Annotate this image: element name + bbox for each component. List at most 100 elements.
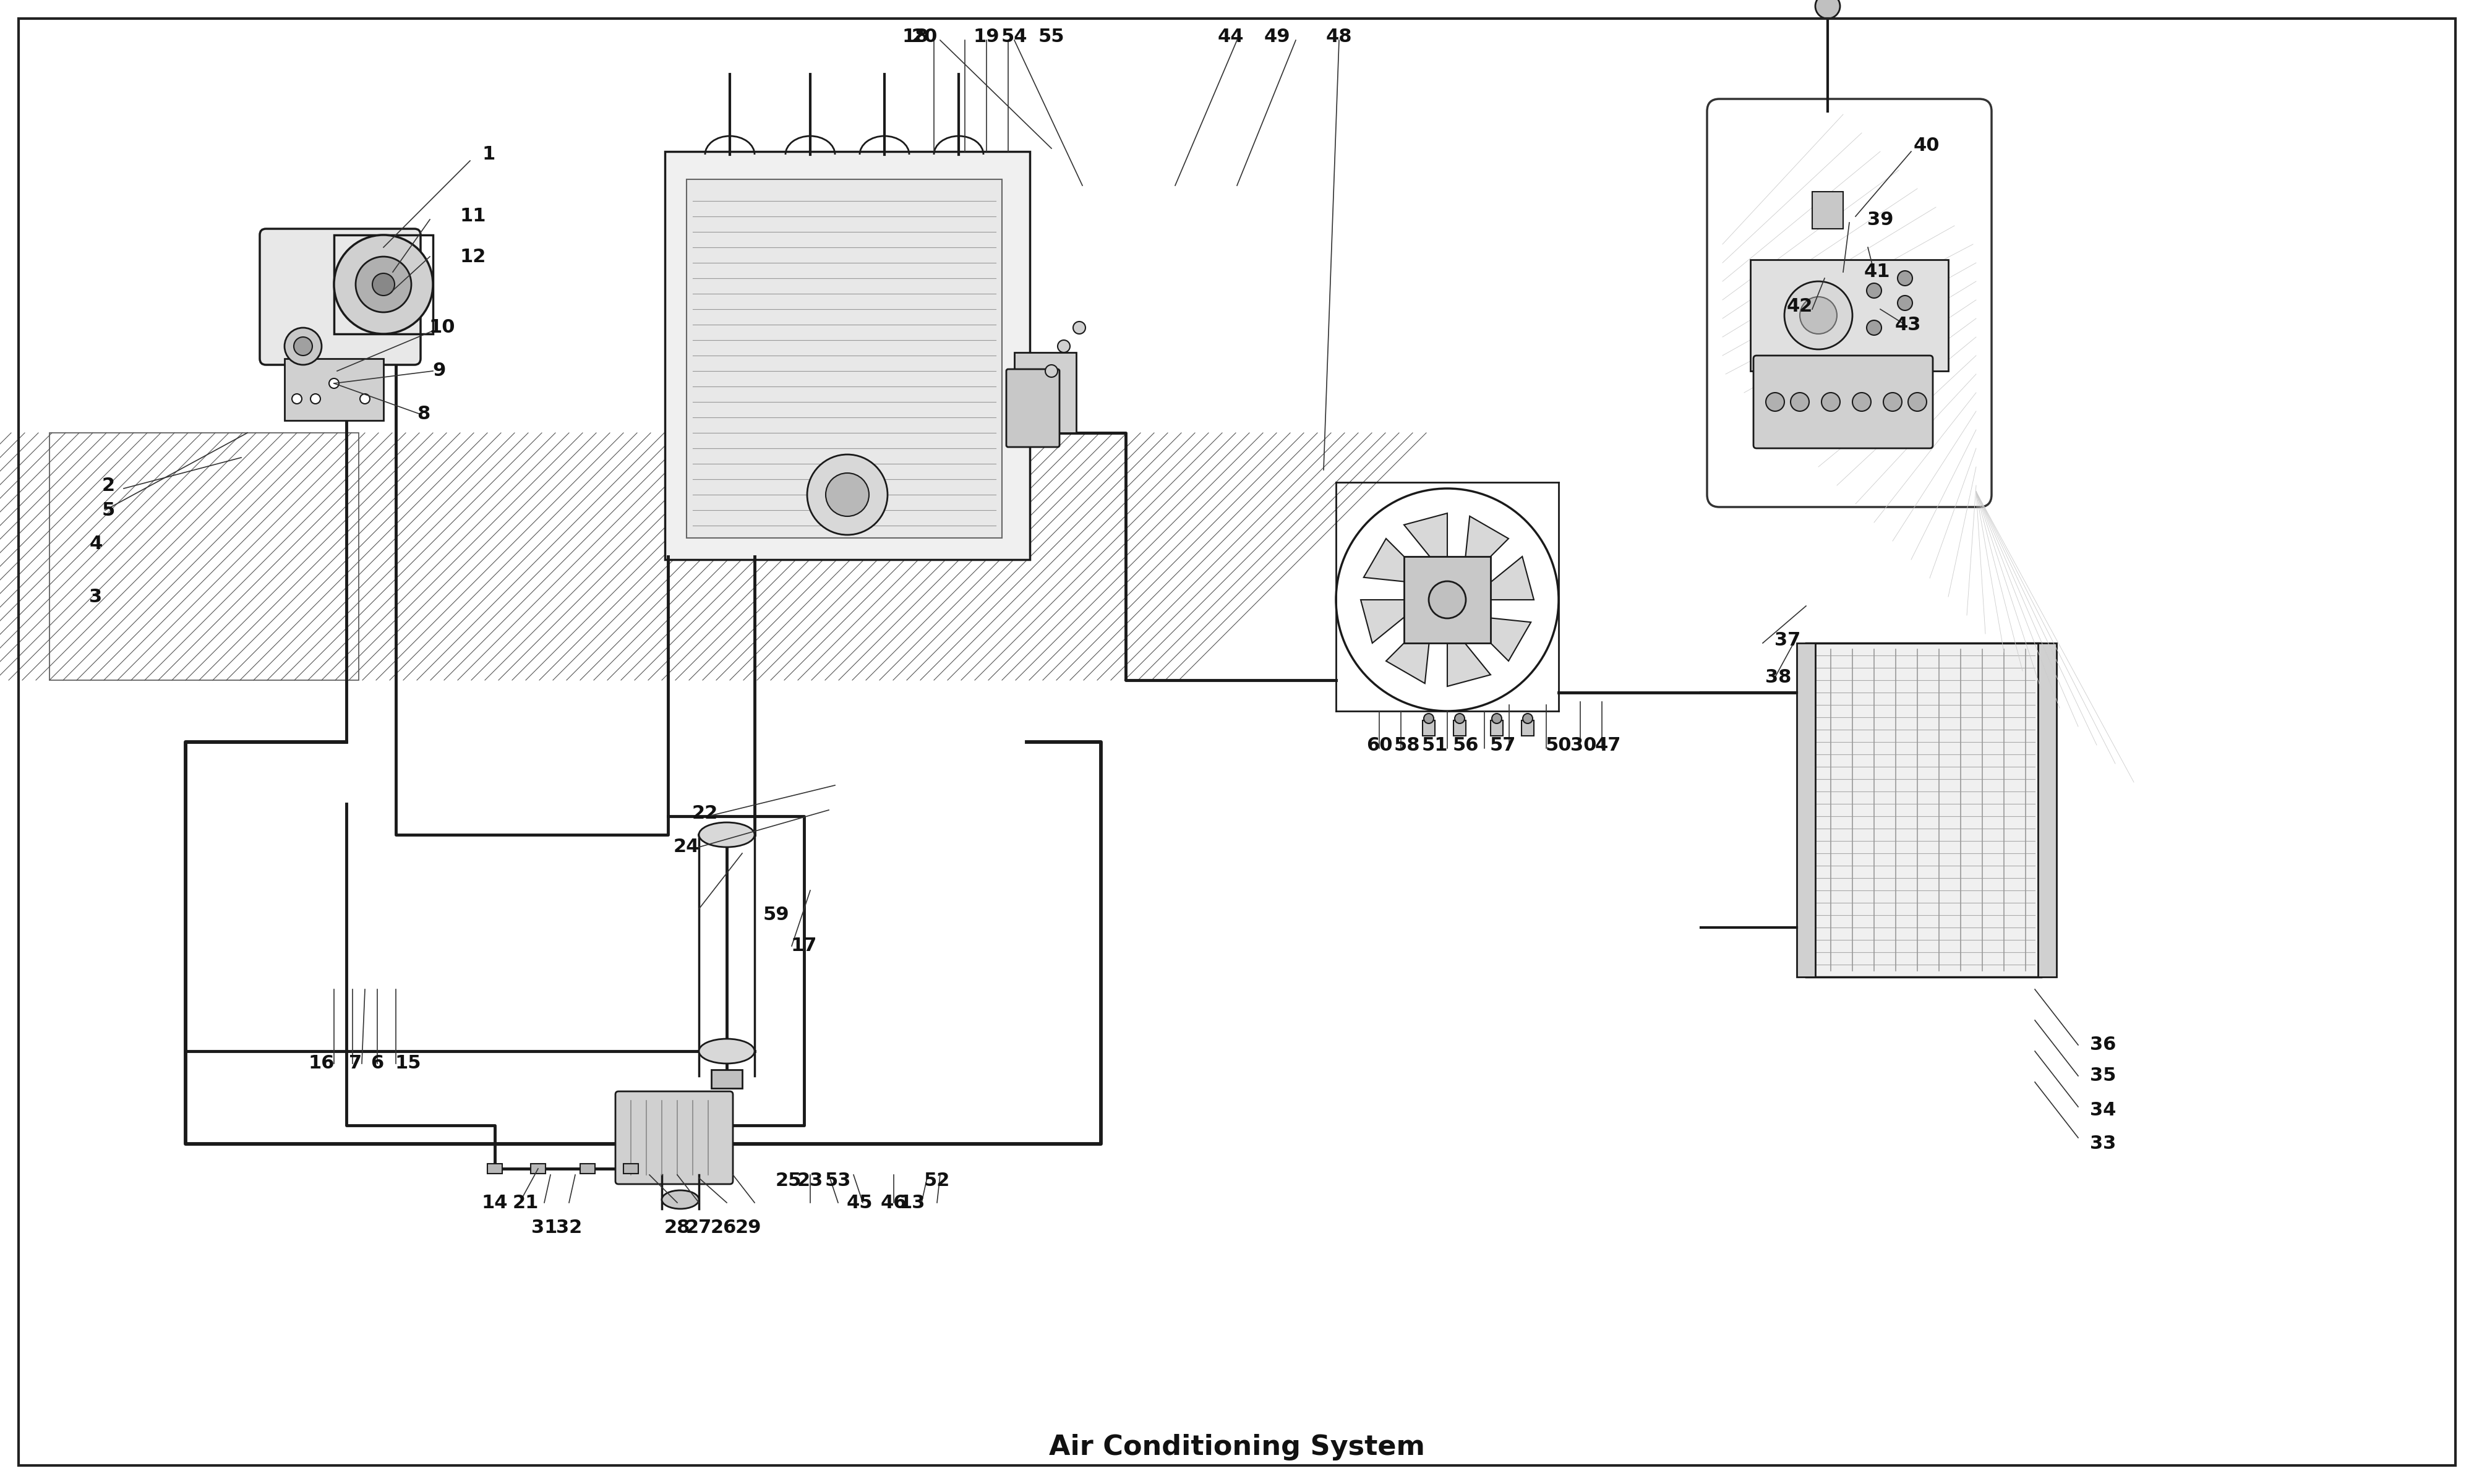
Bar	[1796, 643, 1816, 976]
Bar	[1522, 720, 1534, 736]
Text: 22: 22	[693, 804, 717, 822]
Bar	[713, 1070, 742, 1088]
Text: 55: 55	[1039, 28, 1064, 46]
Polygon shape	[1363, 539, 1432, 585]
Bar	[688, 180, 1002, 537]
Circle shape	[1898, 295, 1912, 310]
Circle shape	[1766, 393, 1784, 411]
Polygon shape	[1462, 614, 1531, 660]
FancyBboxPatch shape	[260, 229, 421, 365]
Polygon shape	[1405, 513, 1447, 579]
Text: 25: 25	[774, 1172, 802, 1190]
Circle shape	[1784, 282, 1853, 349]
FancyBboxPatch shape	[666, 151, 1029, 559]
Bar	[1405, 556, 1489, 643]
Text: 54: 54	[1002, 28, 1027, 46]
Text: 15: 15	[396, 1055, 421, 1073]
Text: 37: 37	[1774, 631, 1801, 649]
Ellipse shape	[700, 822, 755, 847]
Bar	[1752, 260, 1950, 371]
Text: 11: 11	[460, 208, 487, 226]
Text: 14: 14	[482, 1193, 507, 1211]
Bar	[623, 1163, 638, 1174]
Circle shape	[294, 337, 312, 356]
Text: 30: 30	[1571, 736, 1596, 754]
Circle shape	[1425, 714, 1435, 723]
Text: 57: 57	[1489, 736, 1517, 754]
FancyBboxPatch shape	[616, 1091, 732, 1184]
Circle shape	[1791, 393, 1808, 411]
Text: 34: 34	[2091, 1101, 2115, 1119]
Circle shape	[1492, 714, 1502, 723]
Text: 6: 6	[371, 1055, 383, 1073]
Circle shape	[1524, 714, 1534, 723]
Circle shape	[356, 257, 411, 312]
Text: 26: 26	[710, 1218, 737, 1236]
Text: 58: 58	[1393, 736, 1420, 754]
Circle shape	[312, 393, 322, 404]
Text: 50: 50	[1546, 736, 1571, 754]
Circle shape	[334, 234, 433, 334]
Ellipse shape	[700, 1039, 755, 1064]
Circle shape	[1868, 283, 1883, 298]
Text: 19: 19	[972, 28, 999, 46]
Text: 46: 46	[881, 1193, 908, 1211]
Text: 36: 36	[2091, 1036, 2115, 1054]
Ellipse shape	[663, 1190, 700, 1209]
Text: 51: 51	[1423, 736, 1447, 754]
Text: 29: 29	[735, 1218, 762, 1236]
Bar	[49, 433, 359, 680]
Circle shape	[285, 328, 322, 365]
Text: 60: 60	[1366, 736, 1393, 754]
Bar	[285, 359, 383, 420]
Circle shape	[1455, 714, 1465, 723]
Circle shape	[1074, 322, 1086, 334]
Text: 39: 39	[1868, 211, 1893, 229]
Circle shape	[1883, 393, 1903, 411]
Bar	[529, 1163, 544, 1174]
Text: 47: 47	[1596, 736, 1620, 754]
FancyBboxPatch shape	[1007, 370, 1059, 447]
Text: 31: 31	[532, 1218, 557, 1236]
Bar	[1489, 720, 1504, 736]
Text: 21: 21	[512, 1193, 539, 1211]
Circle shape	[1044, 365, 1059, 377]
Bar	[2039, 643, 2056, 976]
Circle shape	[371, 273, 396, 295]
Text: 52: 52	[923, 1172, 950, 1190]
Text: 40: 40	[1912, 137, 1940, 154]
Circle shape	[1868, 321, 1883, 335]
Bar	[1455, 720, 1465, 736]
Text: 18: 18	[903, 28, 928, 46]
Circle shape	[329, 378, 339, 389]
Circle shape	[361, 393, 371, 404]
Polygon shape	[1385, 614, 1432, 684]
Text: 33: 33	[2091, 1135, 2115, 1153]
Circle shape	[1816, 0, 1841, 18]
Circle shape	[1821, 393, 1841, 411]
Text: 32: 32	[557, 1218, 581, 1236]
Circle shape	[826, 473, 868, 516]
Circle shape	[1907, 393, 1927, 411]
FancyBboxPatch shape	[1754, 356, 1932, 448]
Text: 13: 13	[898, 1193, 925, 1211]
Text: 8: 8	[418, 405, 430, 423]
Circle shape	[1853, 393, 1870, 411]
Text: 59: 59	[762, 907, 789, 925]
Text: 23: 23	[797, 1172, 824, 1190]
Text: 1: 1	[482, 145, 495, 163]
Text: 9: 9	[433, 362, 445, 380]
Text: 4: 4	[89, 536, 101, 554]
Text: 42: 42	[1786, 297, 1813, 315]
Bar	[1806, 643, 2041, 976]
Text: 2: 2	[101, 476, 114, 494]
Circle shape	[1059, 340, 1069, 352]
FancyBboxPatch shape	[1707, 99, 1992, 508]
Text: 45: 45	[846, 1193, 873, 1211]
Circle shape	[1430, 582, 1465, 619]
Circle shape	[292, 393, 302, 404]
Text: 44: 44	[1217, 28, 1244, 46]
Text: 5: 5	[101, 502, 114, 519]
Circle shape	[1898, 270, 1912, 285]
Bar	[487, 1163, 502, 1174]
